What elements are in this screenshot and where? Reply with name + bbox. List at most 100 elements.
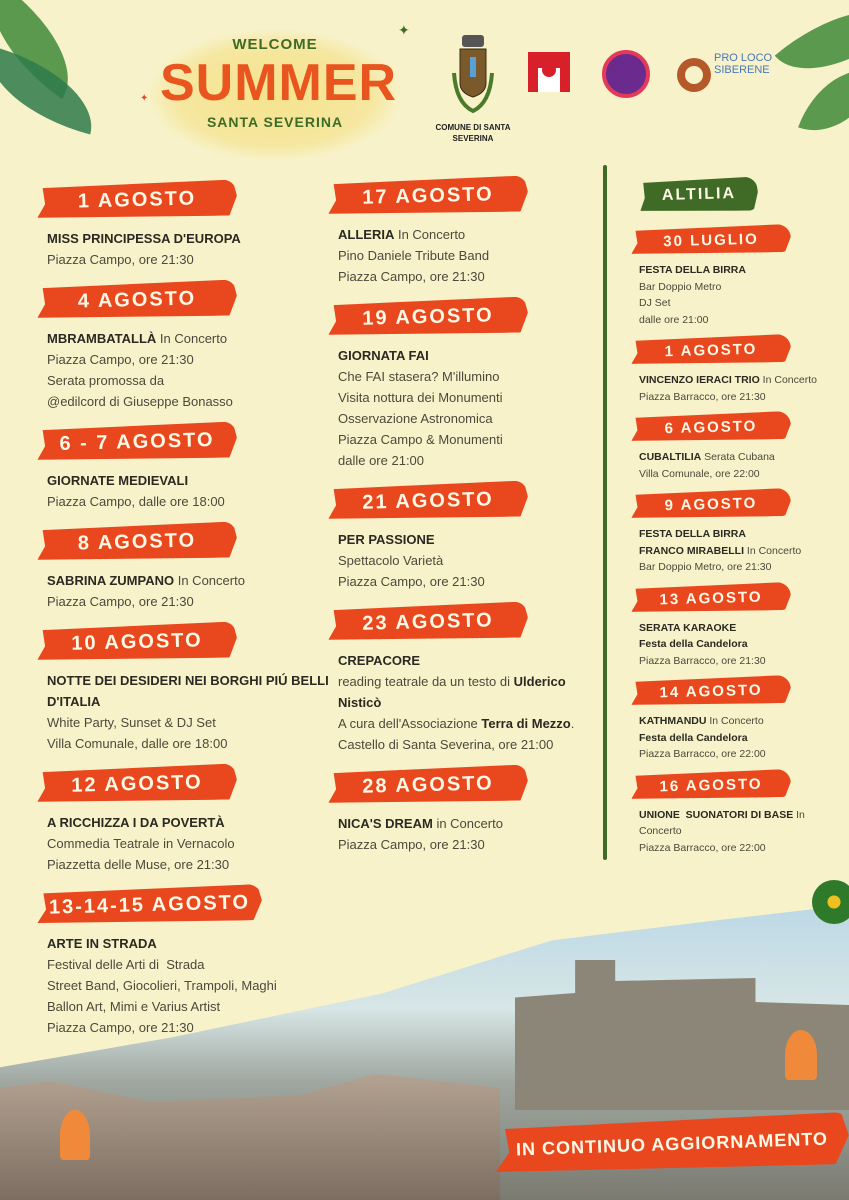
event-line: Festa della Candelora — [639, 636, 844, 653]
event-text: White Party, Sunset & DJ Set — [47, 715, 216, 730]
event-line: UNIONE SUONATORI DI BASE In Concerto — [639, 807, 844, 840]
event-text: Ballon Art, Mimi e Varius Artist — [47, 999, 221, 1014]
event-title: FESTA DELLA BIRRA — [639, 264, 746, 276]
event-line: Piazza Campo, ore 21:30 — [338, 266, 596, 287]
event-line: Castello di Santa Severina, ore 21:00 — [338, 734, 596, 755]
date-banner: 9 AGOSTO — [631, 488, 792, 520]
event-text: Piazza Campo, ore 21:30 — [338, 837, 485, 852]
event-line: Piazza Campo, ore 21:30 — [47, 1017, 332, 1038]
event-details: UNIONE SUONATORI DI BASE In Concerto Piaz… — [639, 807, 844, 857]
event-text: Bar Doppio Metro, ore 21:30 — [639, 561, 772, 573]
event-title: VINCENZO IERACI TRIO — [639, 374, 760, 386]
event-text: Piazza Campo, ore 21:30 — [47, 1020, 194, 1035]
event-text: Street Band, Giocolieri, Trampoli, Maghi — [47, 978, 277, 993]
event-line: Piazza Barracco, ore 22:00 — [639, 746, 844, 763]
date-banner: 30 LUGLIO — [631, 224, 792, 256]
event-text: dalle ore 21:00 — [639, 313, 709, 326]
event-text: Villa Comunale, dalle ore 18:00 — [47, 736, 228, 751]
event-text: Serata Cubana — [701, 451, 775, 463]
flower-decoration — [785, 1030, 817, 1080]
event-title: NOTTE DEI DESIDERI NEI BORGHI PIÚ BELLI … — [47, 673, 333, 709]
date-banner: 4 AGOSTO — [37, 279, 238, 320]
event-line: MBRAMBATALLÀ In Concerto — [47, 328, 332, 349]
event-line: dalle ore 21:00 — [338, 450, 596, 471]
event-line: Osservazione Astronomica — [338, 408, 596, 429]
event-text: Piazzetta delle Muse, ore 21:30 — [47, 857, 230, 872]
event-details: SERATA KARAOKE Festa della Candelora Piazz… — [639, 620, 844, 670]
event-title: Festa della Candelora — [639, 638, 748, 650]
event-text: In Concerto — [744, 544, 802, 557]
event-text: Piazza Campo, ore 21:30 — [47, 352, 194, 367]
event-line: SERATA KARAOKE — [639, 620, 844, 637]
event-line: GIORNATE MEDIEVALI — [47, 470, 332, 491]
date-banner: 21 AGOSTO — [328, 480, 529, 521]
event-text: DJ Set — [639, 297, 671, 309]
event-line: FESTA DELLA BIRRA — [639, 262, 844, 279]
event-details: NOTTE DEI DESIDERI NEI BORGHI PIÚ BELLI … — [47, 670, 332, 754]
event-text: Piazza Barracco, ore 21:30 — [639, 390, 766, 403]
event-line: Piazza Campo, ore 21:30 — [338, 571, 596, 592]
event-line: @edilcord di Giuseppe Bonasso — [47, 391, 332, 412]
date-banner: 13-14-15 AGOSTO — [37, 884, 263, 926]
middle-column: 17 AGOSTO ALLERIA In Concerto Pino Daniele… — [338, 178, 596, 867]
event-title: Ulderico Nisticò — [338, 674, 570, 710]
event-text: . — [570, 716, 575, 731]
event-text: Pino Daniele Tribute Band — [338, 248, 490, 263]
event-details: GIORNATE MEDIEVALI Piazza Campo, dalle or… — [47, 470, 332, 512]
event-details: A RICCHIZZA I DA POVERTÀ Commedia Teatral… — [47, 812, 332, 875]
title-splash — [150, 30, 400, 160]
event-text: Piazza Campo, ore 21:30 — [47, 252, 194, 267]
event-line: White Party, Sunset & DJ Set — [47, 712, 332, 733]
event-details: VINCENZO IERACI TRIO In Concerto Piazza B… — [639, 372, 844, 405]
event-line: Street Band, Giocolieri, Trampoli, Maghi — [47, 975, 332, 996]
date-banner: 1 AGOSTO — [631, 334, 792, 366]
event-title: GIORNATE MEDIEVALI — [47, 473, 189, 488]
event-text: Serata promossa da — [47, 373, 165, 388]
event-details: ALLERIA In Concerto Pino Daniele Tribute … — [338, 224, 596, 287]
sparkle-icon: ✦ — [140, 93, 149, 104]
event-text: Bar Doppio Metro — [639, 280, 722, 293]
event-line: NICA'S DREAM in Concerto — [338, 813, 596, 834]
event-line: Piazza Barracco, ore 21:30 — [639, 653, 844, 670]
event-text: Piazza Barracco, ore 22:00 — [639, 748, 766, 760]
event-details: MISS PRINCIPESSA D'EUROPA Piazza Campo, o… — [47, 228, 332, 270]
event-text: Spettacolo Varietà — [338, 553, 444, 568]
event-details: CREPACORE reading teatrale da un testo di… — [338, 650, 596, 755]
event-line: Piazza Barracco, ore 22:00 — [639, 840, 844, 857]
event-line: NOTTE DEI DESIDERI NEI BORGHI PIÚ BELLI … — [47, 670, 332, 712]
event-title: FESTA DELLA BIRRA — [639, 528, 746, 540]
date-banner: 23 AGOSTO — [328, 601, 529, 642]
event-line: Piazza Campo & Monumenti — [338, 429, 596, 450]
event-details: NICA'S DREAM in Concerto Piazza Campo, or… — [338, 813, 596, 855]
event-line: Piazzetta delle Muse, ore 21:30 — [47, 854, 332, 875]
event-details: GIORNATA FAI Che FAI stasera? M'illumino V… — [338, 345, 596, 471]
date-banner: 6 AGOSTO — [631, 411, 792, 443]
sparkle-icon: ✦ — [398, 22, 410, 38]
event-details: FESTA DELLA BIRRA Bar Doppio Metro DJ Set d… — [639, 262, 844, 328]
event-text: dalle ore 21:00 — [338, 453, 425, 468]
event-line: FESTA DELLA BIRRA — [639, 526, 844, 543]
altilia-title: ALTILIA — [640, 176, 759, 213]
event-title: MISS PRINCIPESSA D'EUROPA — [47, 231, 241, 246]
event-text: in Concerto — [432, 816, 503, 831]
event-line: PER PASSIONE — [338, 529, 596, 550]
event-text: Festival delle Arti di Strada — [47, 957, 205, 972]
pro-loco-logo — [677, 58, 711, 92]
event-title: CUBALTILIA — [639, 451, 702, 463]
event-details: MBRAMBATALLÀ In Concerto Piazza Campo, or… — [47, 328, 332, 412]
event-line: Piazza Campo, dalle ore 18:00 — [47, 491, 332, 512]
event-title: ARTE IN STRADA — [47, 936, 157, 951]
event-line: dalle ore 21:00 — [639, 312, 844, 329]
event-text: @edilcord di Giuseppe Bonasso — [47, 394, 233, 409]
event-title: ALLERIA — [338, 227, 395, 242]
event-line: ALLERIA In Concerto — [338, 224, 596, 245]
event-line: MISS PRINCIPESSA D'EUROPA — [47, 228, 332, 249]
event-title: A RICCHIZZA I DA POVERTÀ — [47, 815, 225, 830]
event-text: In Concerto — [394, 227, 466, 242]
event-text: In Concerto — [156, 331, 228, 346]
event-line: Bar Doppio Metro, ore 21:30 — [639, 559, 844, 576]
welcome-text: WELCOME — [232, 36, 318, 53]
event-text: In Concerto — [174, 573, 245, 588]
event-details: ARTE IN STRADA Festival delle Arti di Str… — [47, 933, 332, 1038]
event-line: KATHMANDU In Concerto — [639, 713, 844, 730]
